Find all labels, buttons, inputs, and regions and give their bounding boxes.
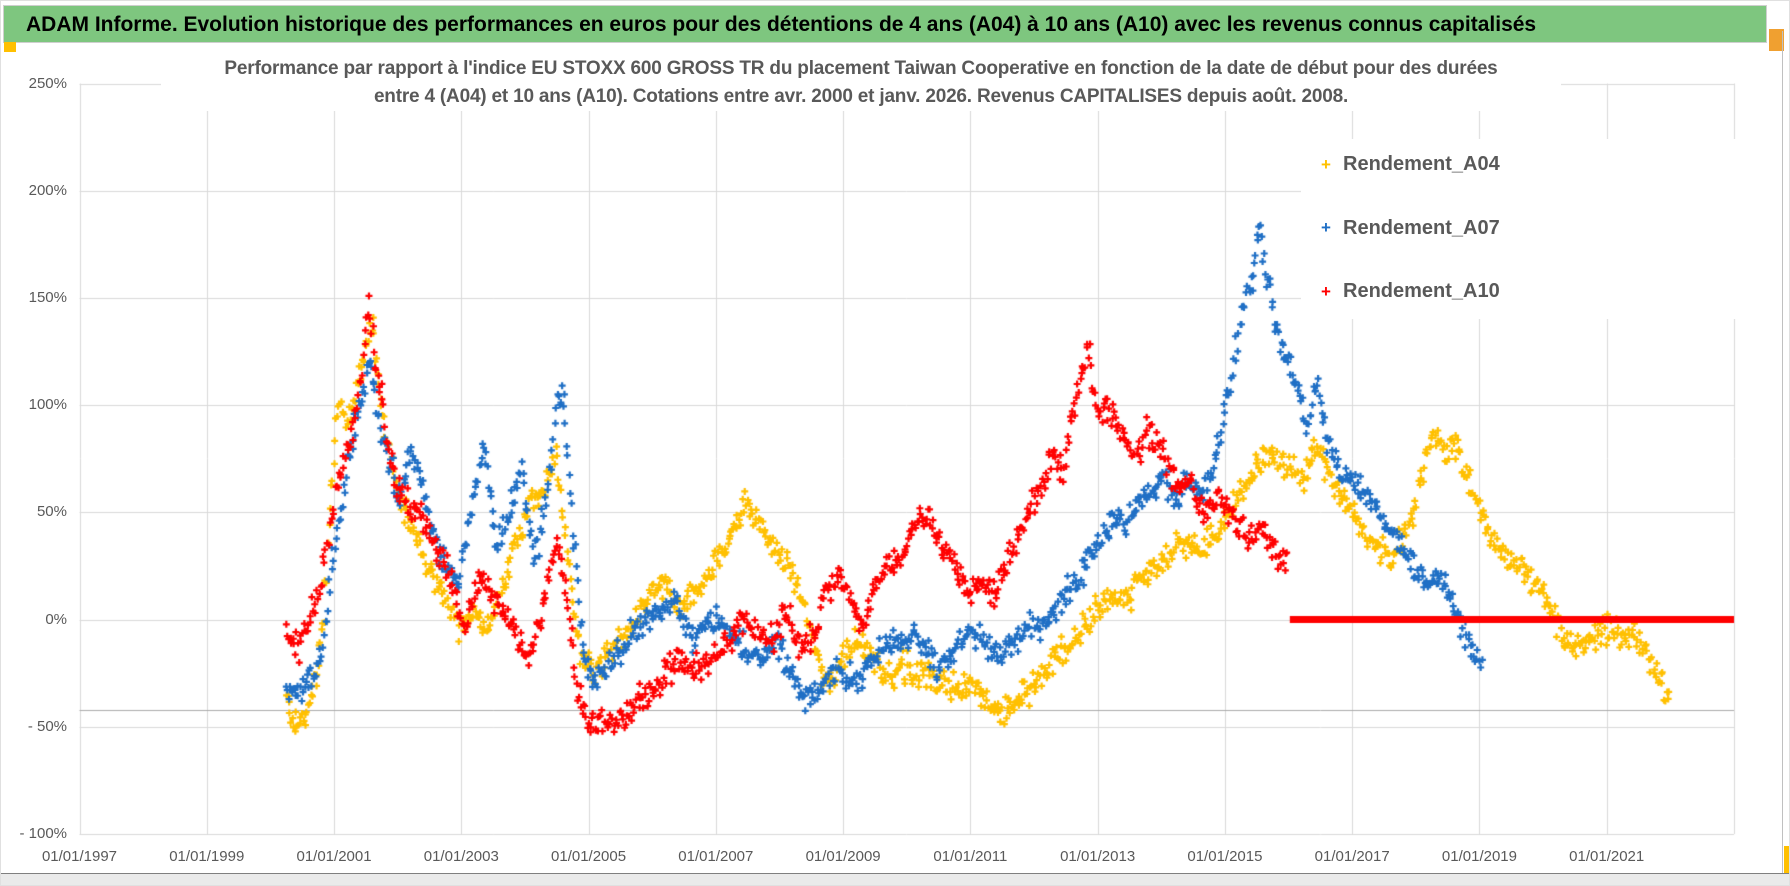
y-tick-label: 150% (28, 288, 67, 306)
plus-marker-icon: + (1321, 281, 1331, 301)
x-tick-label: 01/01/2005 (551, 848, 627, 865)
window-bottom-bar[interactable] (1, 873, 1789, 885)
x-tick-label: 01/01/2017 (1314, 848, 1390, 865)
x-tick-label: 01/01/2003 (423, 848, 499, 865)
x-tick-label: 01/01/2021 (1569, 848, 1645, 865)
chart-object-right-border (1782, 31, 1783, 876)
y-tick-label: - 50% (27, 717, 67, 735)
y-tick-label: 100% (28, 396, 67, 414)
report-title: ADAM Informe. Evolution historique des p… (26, 13, 1537, 36)
y-tick-label: - 100% (19, 825, 67, 842)
plus-marker-icon: + (1321, 218, 1331, 237)
y-tick-label: 200% (28, 181, 67, 199)
chart-title-line1: Performance par rapport à l'indice EU ST… (224, 58, 1498, 79)
x-tick-label: 01/01/2015 (1187, 848, 1263, 865)
legend: + Rendement_A04 + Rendement_A07 + Rendem… (1301, 139, 1747, 319)
right-gold-accent (1784, 846, 1789, 876)
legend-label: Rendement_A04 (1343, 153, 1500, 175)
x-tick-label: 01/01/2013 (1060, 848, 1136, 865)
y-tick-label: 50% (36, 503, 67, 521)
y-tick-label: 0% (45, 610, 67, 628)
legend-item-a04[interactable]: + Rendement_A04 (1319, 153, 1747, 176)
header-right-accent (1769, 29, 1784, 51)
legend-label: Rendement_A10 (1343, 280, 1500, 302)
x-tick-label: 01/01/2009 (805, 848, 881, 865)
plus-marker-icon: + (1321, 154, 1331, 174)
x-tick-label: 01/01/2019 (1441, 848, 1517, 865)
header-left-gold-accent (4, 42, 16, 52)
chart-title: Performance par rapport à l'indice EU ST… (161, 55, 1561, 111)
legend-label: Rendement_A07 (1343, 216, 1500, 239)
x-tick-label: 01/01/2001 (296, 848, 372, 865)
x-tick-label: 01/01/1997 (41, 848, 118, 865)
report-header: ADAM Informe. Evolution historique des p… (3, 5, 1767, 43)
x-tick-label: 01/01/2011 (933, 848, 1008, 865)
x-tick-label: 01/01/2007 (678, 848, 754, 865)
chart-title-line2: entre 4 (A04) et 10 ans (A10). Cotations… (373, 86, 1349, 107)
y-tick-label: 250% (28, 74, 67, 92)
legend-item-a07[interactable]: + Rendement_A07 (1319, 217, 1747, 240)
x-tick-label: 01/01/1999 (169, 848, 245, 865)
legend-item-a10[interactable]: + Rendement_A10 (1319, 280, 1747, 303)
